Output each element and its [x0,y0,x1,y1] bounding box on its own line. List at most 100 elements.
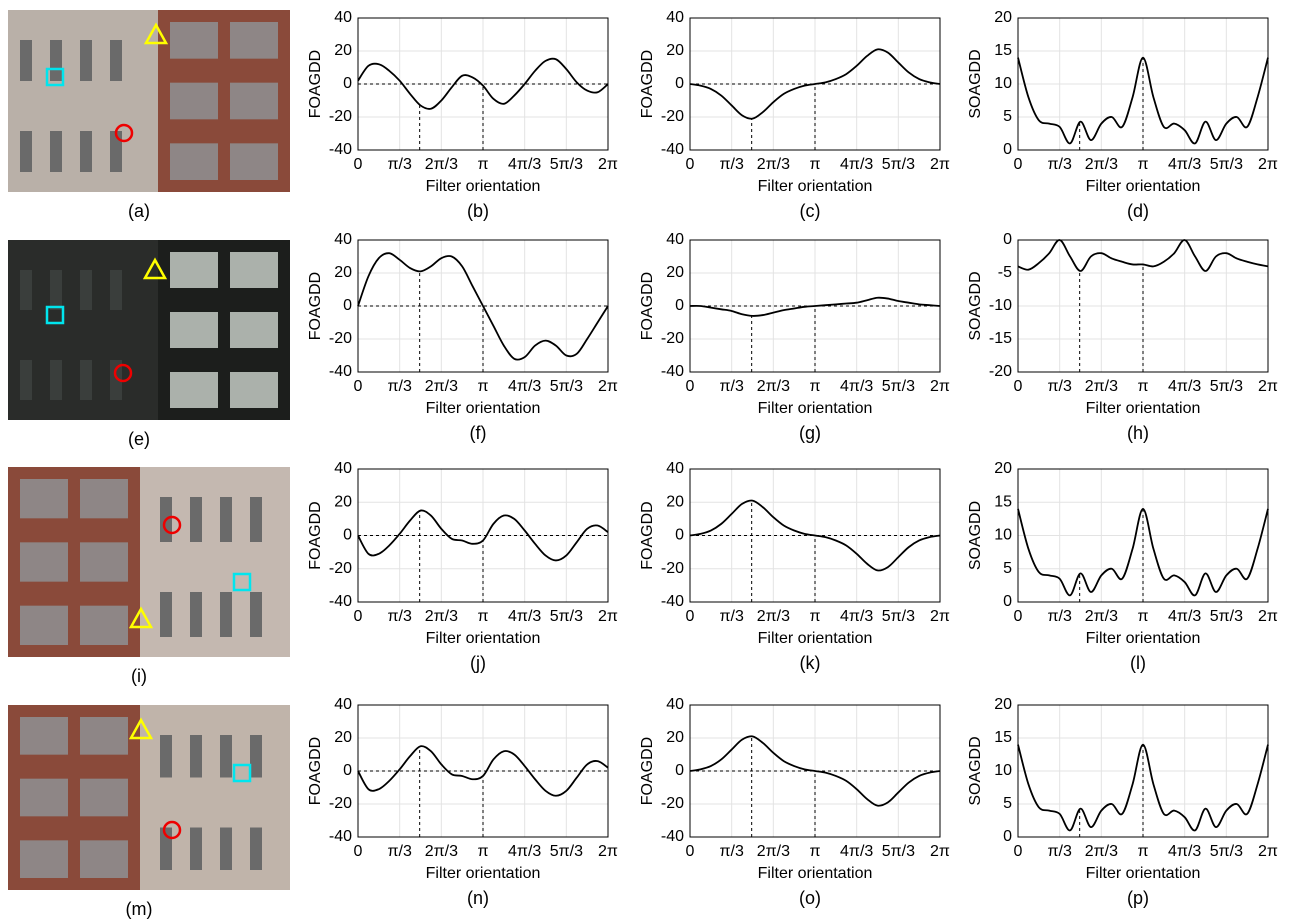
photo-slot [190,592,202,637]
x-tick-label: 2π [1258,378,1278,395]
photo-slot [250,828,262,871]
caption: (a) [128,201,150,221]
y-tick-label: 0 [343,75,352,92]
x-tick-label: π/3 [387,378,411,395]
photo-slot [80,360,92,400]
x-axis-label: Filter orientation [758,400,873,417]
caption: (l) [1130,653,1146,673]
x-tick-label: 5π/3 [550,378,583,395]
y-axis-label: FOAGDD [639,50,656,118]
y-tick-label: 40 [666,231,684,248]
x-tick-label: 2π [598,608,618,625]
caption: (o) [799,888,821,908]
y-tick-label: -40 [661,141,684,158]
x-tick-label: π/3 [719,378,743,395]
photo-slot [160,592,172,637]
x-axis-label: Filter orientation [1086,865,1201,882]
y-tick-label: -20 [661,560,684,577]
photo-slot [50,360,62,400]
x-tick-label: 2π/3 [425,608,458,625]
photo-window [230,22,278,59]
x-tick-label: 0 [354,843,363,860]
photo-slot [220,828,232,871]
x-axis-label: Filter orientation [1086,178,1201,195]
caption: (m) [126,899,153,919]
x-tick-label: π/3 [719,843,743,860]
x-tick-label: 5π/3 [882,843,915,860]
y-tick-label: -20 [661,795,684,812]
x-tick-label: π [809,378,820,395]
y-tick-label: 0 [675,762,684,779]
y-axis-label: SOAGDD [967,736,984,805]
x-tick-label: 2π/3 [425,843,458,860]
photo-window [80,542,128,581]
photo-window [170,143,218,180]
y-tick-label: 10 [994,762,1012,779]
x-tick-label: 2π/3 [1085,608,1118,625]
y-tick-label: -40 [661,593,684,610]
y-tick-label: 10 [994,75,1012,92]
caption: (k) [800,653,821,673]
y-tick-label: 15 [994,42,1012,59]
photo-window [80,606,128,645]
y-axis-label: SOAGDD [967,271,984,340]
x-tick-label: π [809,608,820,625]
y-tick-label: 40 [334,231,352,248]
x-tick-label: 4π/3 [840,843,873,860]
x-tick-label: 5π/3 [1210,608,1243,625]
y-axis-label: FOAGDD [307,737,324,805]
photo-slot [80,40,92,81]
caption: (n) [467,888,489,908]
y-tick-label: 20 [666,729,684,746]
x-tick-label: 5π/3 [1210,156,1243,173]
x-axis-label: Filter orientation [426,178,541,195]
x-tick-label: 4π/3 [1168,843,1201,860]
x-tick-label: π/3 [387,156,411,173]
caption: (h) [1127,423,1149,443]
x-tick-label: 4π/3 [1168,608,1201,625]
y-tick-label: 0 [343,297,352,314]
x-tick-label: 2π/3 [757,378,790,395]
photo-window [170,252,218,288]
x-tick-label: 4π/3 [508,378,541,395]
x-tick-label: 2π [930,156,950,173]
y-tick-label: 0 [675,75,684,92]
figure: (a)(e)(i)(m)0π/32π/3π4π/35π/32π-40-20020… [0,0,1296,919]
y-tick-label: 0 [343,527,352,544]
x-tick-label: π/3 [1047,378,1071,395]
y-tick-label: 40 [334,460,352,477]
y-tick-label: -20 [989,363,1012,380]
x-axis-label: Filter orientation [1086,630,1201,647]
x-tick-label: 4π/3 [508,156,541,173]
x-tick-label: π/3 [719,608,743,625]
photo-window [230,83,278,120]
y-tick-label: 20 [334,42,352,59]
x-tick-label: 2π/3 [425,156,458,173]
y-tick-label: 0 [1003,231,1012,248]
photo-slot [50,40,62,81]
y-tick-label: -20 [329,330,352,347]
x-tick-label: 0 [354,156,363,173]
y-tick-label: 40 [666,460,684,477]
x-axis-label: Filter orientation [758,630,873,647]
photo-slot [190,497,202,542]
x-tick-label: 0 [1014,378,1023,395]
y-tick-label: 40 [334,9,352,26]
x-tick-label: π [1137,156,1148,173]
caption: (f) [470,423,487,443]
x-tick-label: π [477,378,488,395]
x-tick-label: 2π/3 [757,156,790,173]
x-tick-label: π [809,843,820,860]
x-tick-label: π/3 [387,843,411,860]
photo-slot [190,828,202,871]
photo-window [230,312,278,348]
y-tick-label: 40 [666,9,684,26]
y-axis-label: FOAGDD [307,501,324,569]
x-axis-label: Filter orientation [426,400,541,417]
photo-window [170,22,218,59]
photo-window [20,606,68,645]
photo-window [20,779,68,817]
photo-slot [220,592,232,637]
photo-slot [250,592,262,637]
photo-window [20,479,68,518]
